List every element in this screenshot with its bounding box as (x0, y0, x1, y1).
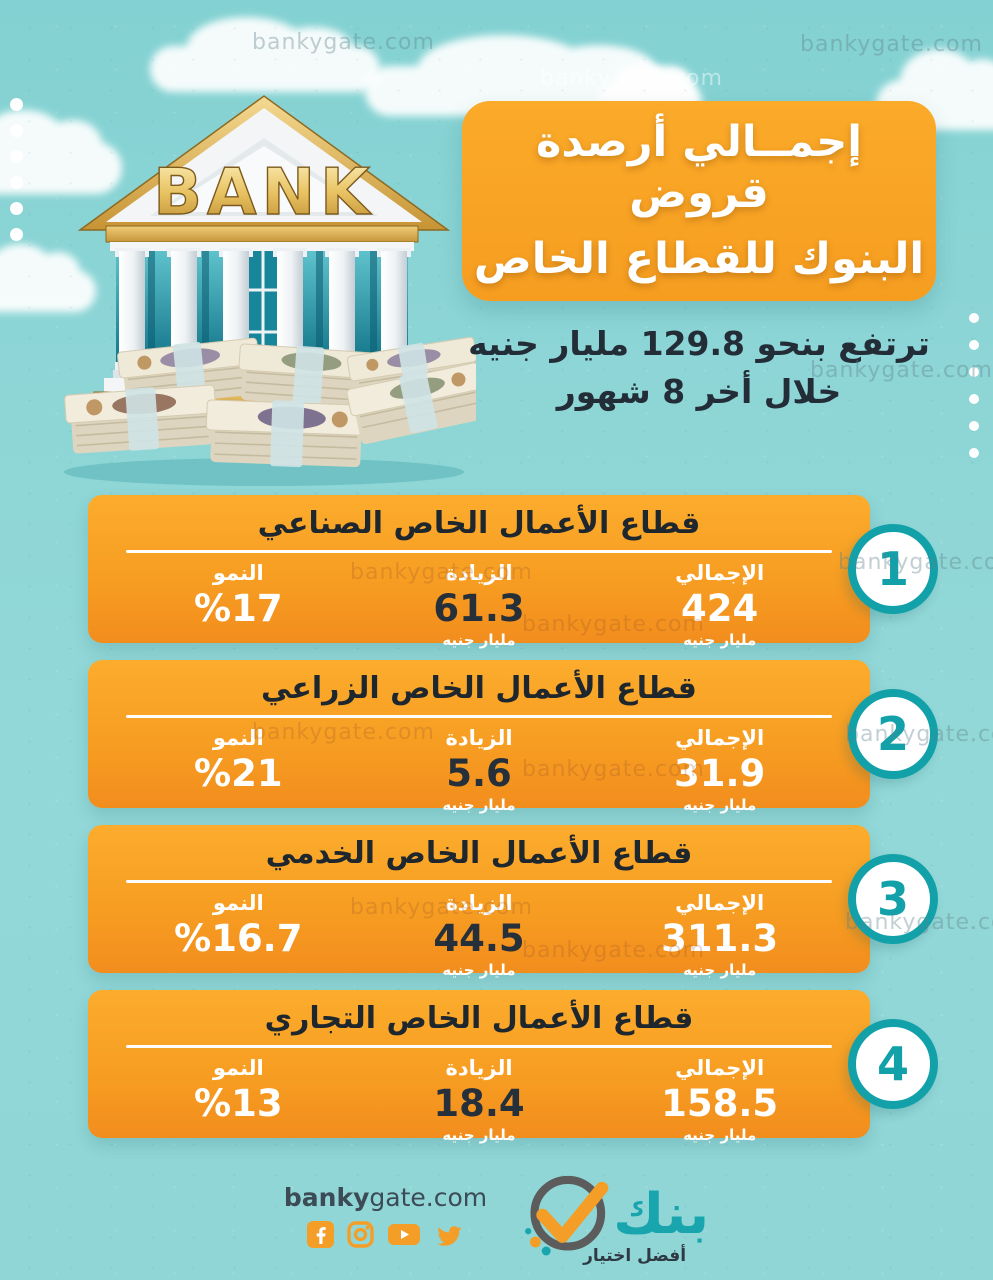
stat-growth-label: النمو (212, 890, 264, 915)
website-text[interactable]: bankygate.com (284, 1183, 487, 1212)
stat-total-label: الإجمالي (675, 560, 765, 585)
card-number-badge: 4 (848, 1019, 938, 1109)
stat-increase-value: 44.5 (433, 916, 525, 960)
logo-text: بنك (613, 1182, 710, 1248)
card-divider (126, 1044, 832, 1048)
cloud (150, 17, 380, 92)
stat-growth: النمو %17 (118, 561, 359, 650)
stat-increase-label: الزيادة (445, 725, 513, 750)
dots-left-decoration (10, 98, 23, 241)
stat-total-value: 424 (681, 586, 759, 630)
stat-growth-value: %21 (194, 751, 283, 795)
card-title: قطاع الأعمال الخاص التجاري (264, 1001, 694, 1036)
stat-increase-value: 61.3 (433, 586, 525, 630)
card-title: قطاع الأعمال الخاص الزراعي (261, 671, 697, 706)
site-block: bankygate.com (284, 1183, 487, 1248)
website-rest-part: gate.com (369, 1182, 488, 1212)
card-divider (126, 549, 832, 553)
youtube-icon[interactable] (387, 1221, 421, 1248)
card-number-badge: 1 (848, 524, 938, 614)
bank-sign-text: BANK (153, 156, 374, 230)
stat-total-unit: مليار جنيه (683, 1126, 757, 1145)
facebook-icon[interactable] (307, 1220, 335, 1248)
card-title: قطاع الأعمال الخاص الصناعي (257, 506, 701, 541)
stat-total-value: 158.5 (661, 1081, 779, 1125)
card-divider (126, 714, 832, 718)
stat-growth-value: %17 (194, 586, 283, 630)
logo-tagline: أفضل اختيار (583, 1246, 687, 1266)
stat-total: الإجمالي 311.3 مليار جنيه (599, 891, 840, 980)
headline-box: إجمــالي أرصدة قروض البنوك للقطاع الخاص (462, 101, 936, 301)
stat-growth-value: %16.7 (174, 916, 303, 960)
stat-increase-unit: مليار جنيه (442, 961, 516, 980)
headline-line-1: إجمــالي أرصدة قروض (536, 116, 862, 219)
stat-increase-label: الزيادة (445, 560, 513, 585)
stat-increase-unit: مليار جنيه (442, 631, 516, 650)
stat-increase-unit: مليار جنيه (442, 1126, 516, 1145)
social-icons-row (284, 1220, 487, 1248)
stat-total-value: 311.3 (661, 916, 779, 960)
stat-total: الإجمالي 158.5 مليار جنيه (599, 1056, 840, 1145)
bank-building-illustration: BANK (52, 42, 485, 486)
stat-growth: النمو %21 (118, 726, 359, 815)
banky-brand-logo[interactable]: بنك أفضل اختيار (521, 1170, 710, 1266)
bank-building-graphic: BANK (64, 95, 485, 486)
sector-card-services: قطاع الأعمال الخاص الخدمي الإجمالي 311.3… (88, 825, 938, 979)
stat-increase: الزيادة 44.5 مليار جنيه (359, 891, 600, 980)
subtitle-line-1: ترتفع بنحو 129.8 مليار جنيه (468, 324, 930, 363)
stat-increase: الزيادة 5.6 مليار جنيه (359, 726, 600, 815)
twitter-icon[interactable] (434, 1221, 463, 1248)
card-divider (126, 879, 832, 883)
dots-right-decoration (969, 313, 979, 458)
headline-subtitle: ترتفع بنحو 129.8 مليار جنيه خلال أخر 8 ش… (458, 320, 940, 416)
stat-growth-label: النمو (212, 1055, 264, 1080)
card-number-badge: 3 (848, 854, 938, 944)
stat-total-label: الإجمالي (675, 890, 765, 915)
stat-total-unit: مليار جنيه (683, 961, 757, 980)
stat-total-label: الإجمالي (675, 1055, 765, 1080)
stat-total-unit: مليار جنيه (683, 631, 757, 650)
card-title: قطاع الأعمال الخاص الخدمي (265, 836, 693, 871)
stat-total-value: 31.9 (674, 751, 766, 795)
footer: bankygate.com (0, 1170, 993, 1266)
stat-total-unit: مليار جنيه (683, 796, 757, 815)
stat-total: الإجمالي 31.9 مليار جنيه (599, 726, 840, 815)
instagram-icon[interactable] (347, 1220, 375, 1248)
stat-increase-label: الزيادة (445, 890, 513, 915)
stat-total-label: الإجمالي (675, 725, 765, 750)
stat-total: الإجمالي 424 مليار جنيه (599, 561, 840, 650)
card-number-badge: 2 (848, 689, 938, 779)
sector-cards: قطاع الأعمال الخاص الصناعي الإجمالي 424 … (88, 495, 938, 1155)
stat-growth: النمو %13 (118, 1056, 359, 1145)
headline-line-2: البنوك للقطاع الخاص (473, 233, 925, 284)
money-stacks (64, 336, 485, 468)
stat-growth-value: %13 (194, 1081, 283, 1125)
stat-increase: الزيادة 61.3 مليار جنيه (359, 561, 600, 650)
sector-card-commercial: قطاع الأعمال الخاص التجاري الإجمالي 158.… (88, 990, 938, 1144)
stat-increase-unit: مليار جنيه (442, 796, 516, 815)
sector-card-industrial: قطاع الأعمال الخاص الصناعي الإجمالي 424 … (88, 495, 938, 649)
subtitle-line-2: خلال أخر 8 شهور (556, 371, 842, 411)
sector-card-agricultural: قطاع الأعمال الخاص الزراعي الإجمالي 31.9… (88, 660, 938, 814)
stat-increase: الزيادة 18.4 مليار جنيه (359, 1056, 600, 1145)
cloud (0, 243, 96, 312)
stat-increase-label: الزيادة (445, 1055, 513, 1080)
stat-growth: النمو %16.7 (118, 891, 359, 980)
stat-increase-value: 5.6 (446, 751, 512, 795)
check-circle-icon (525, 1175, 609, 1256)
website-bold-part: banky (283, 1182, 370, 1212)
stat-growth-label: النمو (212, 560, 264, 585)
stat-growth-label: النمو (212, 725, 264, 750)
stat-increase-value: 18.4 (433, 1081, 525, 1125)
